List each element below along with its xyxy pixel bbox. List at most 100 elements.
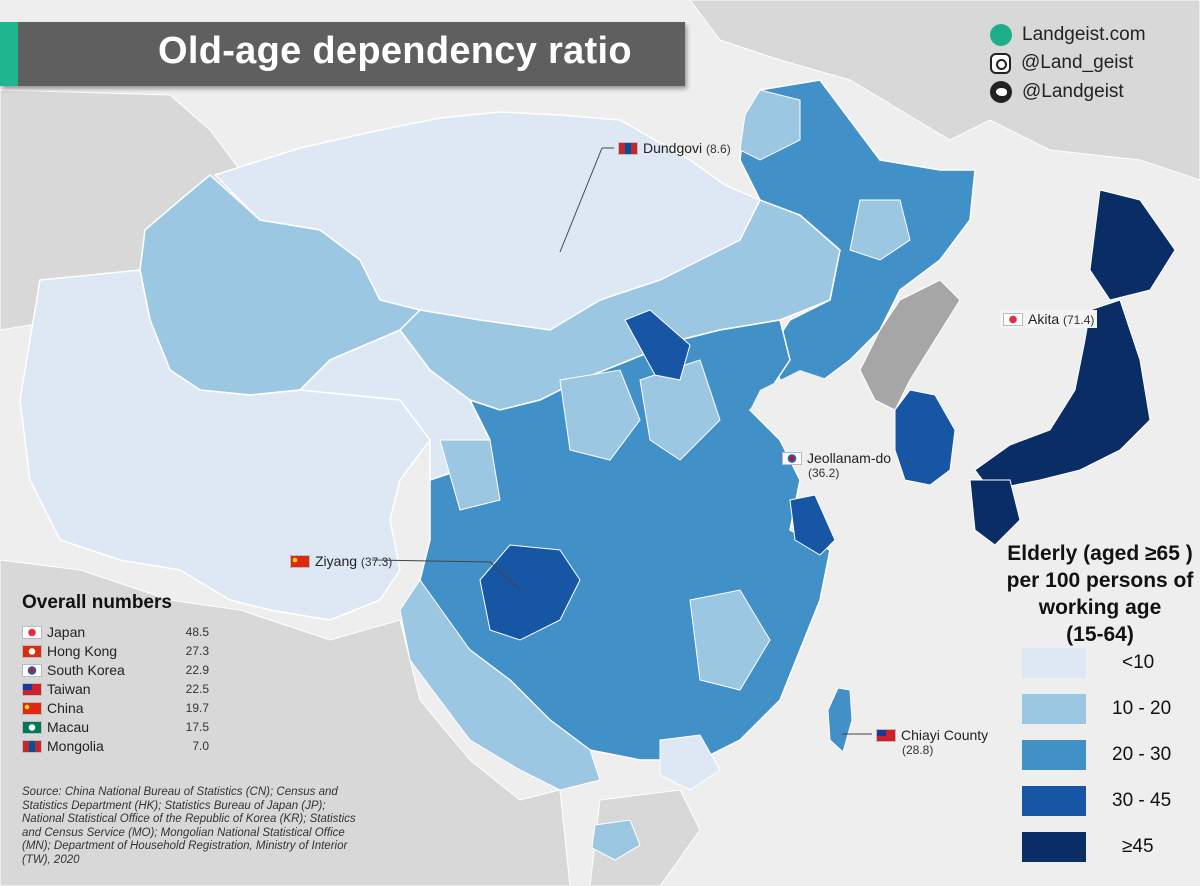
region-taiwan bbox=[827, 687, 853, 753]
overall-row-value: 22.5 bbox=[185, 681, 209, 696]
region-kyushu bbox=[969, 479, 1021, 546]
region-patch-6 bbox=[439, 439, 501, 511]
overall-row-hong-kong: Hong Kong 27.3 bbox=[22, 641, 222, 660]
callout-ziyang: Ziyang (37.3) bbox=[290, 553, 392, 569]
region-hokkaido bbox=[1089, 189, 1176, 301]
legend-item-5: ≥45 bbox=[1022, 832, 1192, 868]
legend-label-5: ≥45 bbox=[1122, 836, 1154, 857]
title-bar bbox=[0, 22, 685, 86]
social-website[interactable]: Landgeist.com bbox=[990, 24, 1146, 46]
instagram-icon bbox=[990, 52, 1011, 74]
callout-akita-name: Akita bbox=[1028, 311, 1060, 327]
legend-swatch-2 bbox=[1022, 694, 1086, 724]
legend-title-line-2: per 100 persons of bbox=[1006, 569, 1194, 592]
region-tibet bbox=[19, 269, 431, 621]
region-ningxia bbox=[624, 309, 691, 381]
taiwan-flag-icon bbox=[876, 729, 896, 742]
overall-row-name: Hong Kong bbox=[47, 642, 118, 659]
china-flag-icon bbox=[290, 555, 310, 568]
neighbor-land-sw bbox=[589, 789, 701, 886]
social-twitter-label: @Landgeist bbox=[1022, 81, 1124, 102]
title-accent bbox=[0, 22, 18, 86]
legend-title: Elderly (aged ≥65 ) per 100 persons of w… bbox=[1000, 540, 1200, 648]
region-jiangsu bbox=[789, 494, 836, 556]
callout-akita: Akita (71.4) bbox=[1000, 310, 1098, 328]
legend-item-2: 10 - 20 bbox=[1022, 694, 1192, 730]
overall-row-value: 19.7 bbox=[185, 700, 209, 715]
macau-flag-icon bbox=[22, 721, 42, 734]
overall-numbers-panel: Overall numbers Japan 48.5 Hong Kong 27.… bbox=[22, 592, 222, 755]
region-patch-4 bbox=[689, 589, 771, 691]
bohai-sea bbox=[750, 370, 830, 420]
neighbor-land-south bbox=[0, 559, 571, 886]
callout-jeollanam: Jeollanam-do (36.2) bbox=[782, 450, 891, 480]
mongolia-flag-icon bbox=[22, 740, 42, 753]
social-twitter[interactable]: @Landgeist bbox=[990, 81, 1124, 103]
south-korea-flag-icon bbox=[22, 664, 42, 677]
overall-row-value: 48.5 bbox=[185, 624, 209, 639]
overall-row-value: 27.3 bbox=[185, 643, 209, 658]
callout-akita-value: (71.4) bbox=[1063, 313, 1095, 327]
region-south-korea bbox=[894, 389, 956, 486]
region-hainan bbox=[591, 819, 641, 861]
source-note: Source: China National Bureau of Statist… bbox=[22, 786, 356, 866]
south-korea-flag-icon bbox=[782, 452, 802, 465]
callout-chiayi-name: Chiayi County bbox=[901, 727, 989, 743]
overall-numbers-heading: Overall numbers bbox=[22, 592, 172, 613]
overall-row-china: China 19.7 bbox=[22, 698, 222, 717]
legend-title-line-1: Elderly (aged ≥65 ) bbox=[1007, 542, 1193, 565]
leader-jeollanam bbox=[904, 459, 913, 466]
region-north-korea bbox=[859, 279, 961, 411]
twitter-icon bbox=[990, 81, 1012, 103]
page-title: Old-age dependency ratio bbox=[158, 30, 632, 72]
hong-kong-flag-icon bbox=[22, 645, 42, 658]
overall-row-name: Macau bbox=[47, 718, 90, 735]
legend-swatch-1 bbox=[1022, 648, 1086, 678]
callout-jeollanam-value: (36.2) bbox=[808, 466, 840, 480]
callout-dundgovi: Dundgovi (8.6) bbox=[618, 140, 731, 156]
legend-title-line-3: working age bbox=[1038, 596, 1162, 619]
callout-dundgovi-name: Dundgovi bbox=[643, 140, 703, 156]
overall-row-name: South Korea bbox=[47, 661, 125, 678]
overall-row-south-korea: South Korea 22.9 bbox=[22, 660, 222, 679]
callout-jeollanam-name: Jeollanam-do bbox=[807, 450, 892, 466]
legend-label-2: 10 - 20 bbox=[1112, 698, 1172, 719]
legend-label-1: <10 bbox=[1122, 652, 1155, 673]
legend-swatch-4 bbox=[1022, 786, 1086, 816]
callout-ziyang-name: Ziyang bbox=[315, 553, 358, 569]
region-ziyang bbox=[479, 544, 581, 641]
callout-chiayi: Chiayi County (28.8) bbox=[876, 727, 988, 757]
region-northeast-light bbox=[739, 89, 801, 161]
mongolia-flag-icon bbox=[618, 142, 638, 155]
social-instagram-label: @Land_geist bbox=[1021, 52, 1134, 73]
legend-label-3: 20 - 30 bbox=[1112, 744, 1172, 765]
region-northeast-light-2 bbox=[849, 199, 911, 261]
overall-row-name: China bbox=[47, 699, 84, 716]
overall-row-name: Mongolia bbox=[47, 737, 104, 754]
leader-ziyang bbox=[371, 559, 521, 591]
callout-dundgovi-value: (8.6) bbox=[706, 142, 731, 156]
callout-chiayi-value: (28.8) bbox=[902, 743, 934, 757]
region-patch-5 bbox=[659, 734, 721, 791]
region-patch-3 bbox=[399, 579, 601, 791]
callout-ziyang-value: (37.3) bbox=[360, 555, 393, 569]
overall-row-macau: Macau 17.5 bbox=[22, 717, 222, 736]
taiwan-flag-icon bbox=[22, 683, 42, 696]
region-patch-1 bbox=[559, 369, 641, 461]
overall-row-mongolia: Mongolia 7.0 bbox=[22, 736, 222, 755]
social-instagram[interactable]: @Land_geist bbox=[990, 52, 1133, 74]
overall-row-value: 7.0 bbox=[192, 738, 209, 753]
japan-flag-icon bbox=[22, 626, 42, 639]
region-honshu bbox=[974, 299, 1151, 491]
social-website-label: Landgeist.com bbox=[1022, 24, 1146, 45]
overall-row-value: 22.9 bbox=[185, 662, 209, 677]
overall-row-taiwan: Taiwan 22.5 bbox=[22, 679, 222, 698]
globe-icon bbox=[990, 24, 1012, 46]
legend-item-4: 30 - 45 bbox=[1022, 786, 1192, 822]
overall-row-value: 17.5 bbox=[185, 719, 209, 734]
leader-dundgovi bbox=[559, 147, 603, 253]
region-patch-2 bbox=[639, 359, 721, 461]
legend-title-line-4: (15-64) bbox=[1066, 623, 1134, 646]
overall-row-name: Taiwan bbox=[47, 680, 91, 697]
